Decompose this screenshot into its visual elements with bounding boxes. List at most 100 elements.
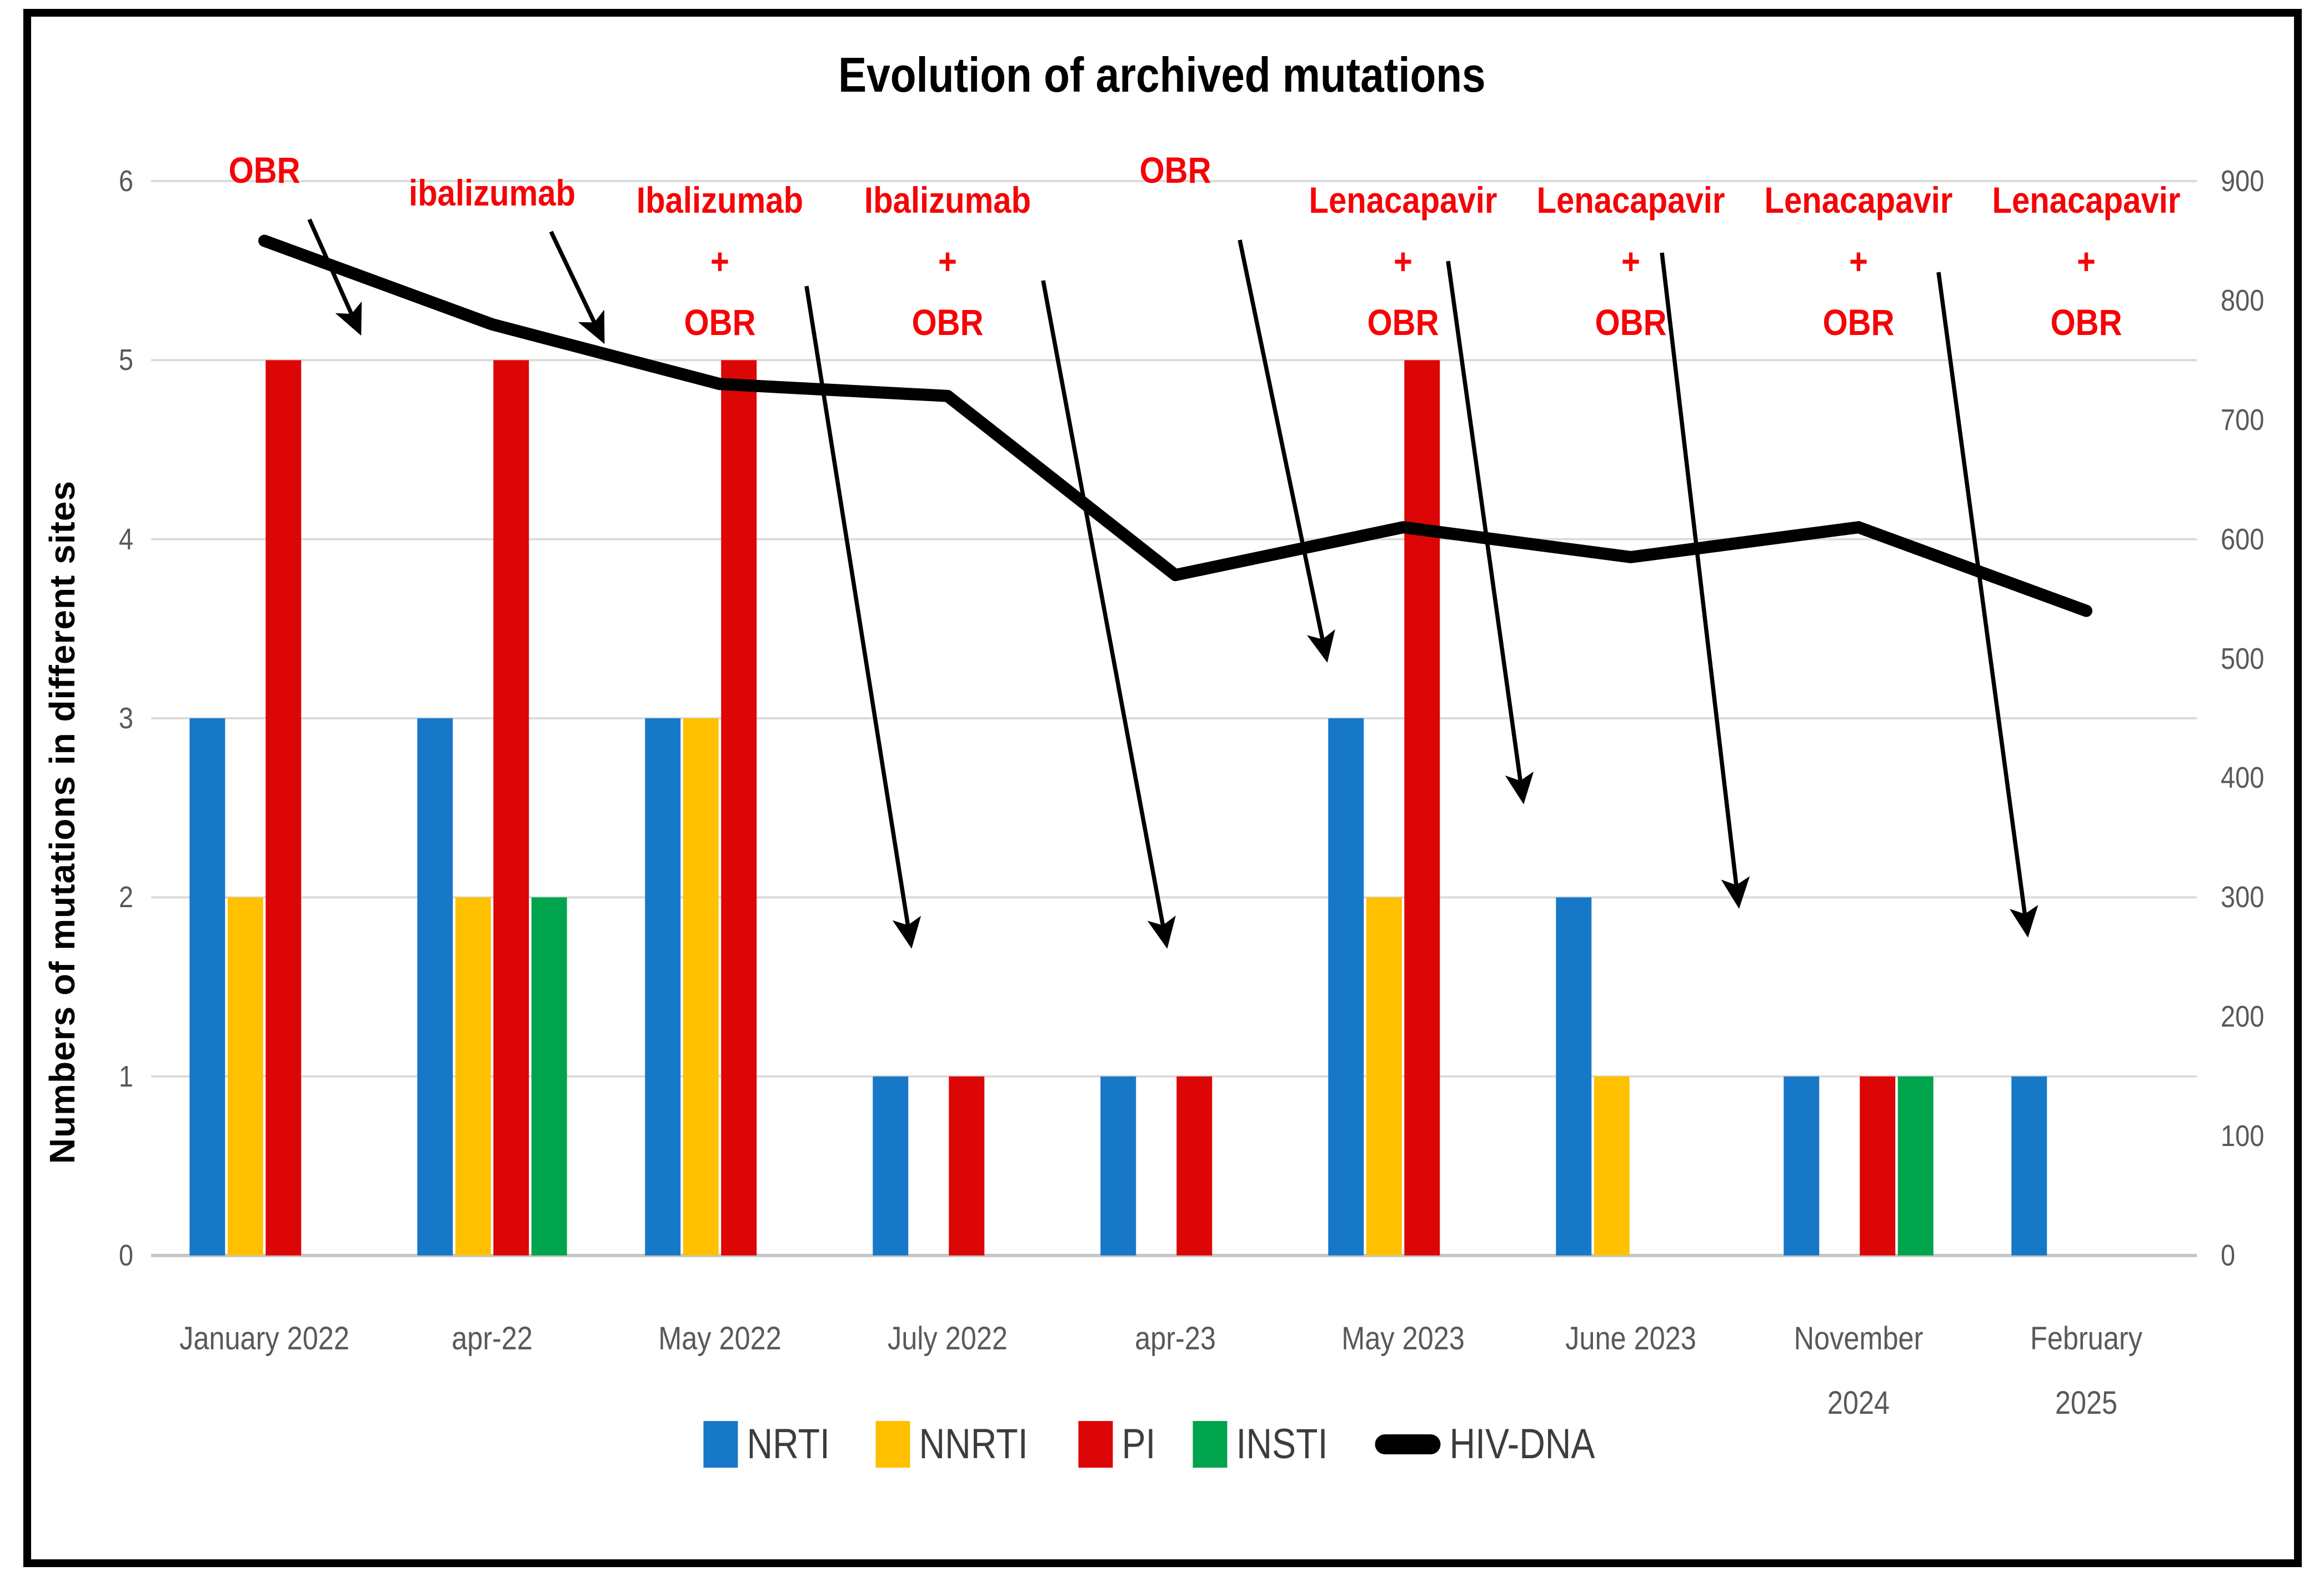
bar-nrti-3 bbox=[645, 718, 681, 1255]
left-tick-label: 6 bbox=[118, 164, 133, 198]
bar-pi-5 bbox=[1176, 1076, 1213, 1255]
bar-nrti-9 bbox=[2011, 1076, 2047, 1255]
left-tick-label: 1 bbox=[118, 1059, 133, 1093]
annotation-9-line-3: OBR bbox=[2050, 302, 2122, 343]
right-tick-100: 100 bbox=[2221, 1119, 2324, 1153]
annotation-7-line-3: OBR bbox=[1595, 302, 1667, 343]
bar-nrti-7 bbox=[1556, 897, 1592, 1255]
annotation-1-line-1: OBR bbox=[228, 149, 300, 191]
annotation-arrow-3 bbox=[804, 286, 921, 949]
left-tick-label: 3 bbox=[118, 702, 133, 735]
right-tick-0: 0 bbox=[2221, 1238, 2324, 1273]
legend-item-pi: PI bbox=[1078, 1420, 1161, 1468]
x-label-7: June 2023 bbox=[1556, 1307, 1706, 1371]
legend-label: PI bbox=[1121, 1420, 1156, 1468]
annotation-3-line-3: OBR bbox=[684, 302, 756, 343]
annotation-arrows bbox=[307, 218, 2038, 949]
left-tick-3: 3 bbox=[56, 701, 133, 736]
bar-nnrti-2 bbox=[455, 897, 491, 1255]
left-tick-label: 2 bbox=[118, 880, 133, 914]
right-tick-label: 300 bbox=[2221, 880, 2265, 914]
x-label-text: June 2023 bbox=[1565, 1320, 1696, 1357]
legend-swatch-icon bbox=[1078, 1420, 1113, 1468]
annotation-6-line-1: Lenacapavir bbox=[1309, 179, 1497, 221]
annotation-8-line-3: OBR bbox=[1822, 302, 1895, 343]
bar-nrti-2 bbox=[417, 718, 453, 1255]
bar-nrti-5 bbox=[1100, 1076, 1136, 1255]
left-tick-1: 1 bbox=[56, 1059, 133, 1094]
right-tick-label: 400 bbox=[2221, 761, 2265, 795]
x-label-8: November 2024 bbox=[1784, 1307, 1933, 1435]
bar-nrti-1 bbox=[189, 718, 226, 1255]
legend-label: INSTI bbox=[1236, 1420, 1328, 1468]
legend-label: NNRTI bbox=[919, 1420, 1028, 1468]
bar-pi-6 bbox=[1404, 360, 1440, 1256]
x-label-4: July 2022 bbox=[879, 1307, 1016, 1371]
right-tick-700: 700 bbox=[2221, 403, 2324, 437]
annotation-7-line-1: Lenacapavir bbox=[1536, 179, 1725, 221]
annotation-arrow-2 bbox=[549, 231, 605, 344]
hiv-dna-polyline bbox=[258, 234, 2092, 617]
bar-insti-8 bbox=[1897, 1076, 1934, 1255]
x-label-6: May 2023 bbox=[1333, 1307, 1474, 1371]
left-tick-2: 2 bbox=[56, 880, 133, 914]
annotation-4-line-3: OBR bbox=[911, 302, 984, 343]
legend-label: NRTI bbox=[747, 1420, 830, 1468]
annotation-4-line-2: + bbox=[938, 241, 957, 282]
x-label-text: January 2022 bbox=[179, 1320, 349, 1357]
right-tick-400: 400 bbox=[2221, 761, 2324, 795]
right-tick-label: 500 bbox=[2221, 642, 2265, 676]
x-label-3: May 2022 bbox=[649, 1307, 791, 1371]
left-tick-4: 4 bbox=[56, 522, 133, 557]
right-tick-label: 600 bbox=[2221, 522, 2265, 556]
annotation-8-line-1: Lenacapavir bbox=[1764, 179, 1953, 221]
x-label-text: November 2024 bbox=[1794, 1320, 1924, 1421]
annotation-arrow-4 bbox=[1041, 280, 1176, 949]
annotation-9-line-2: + bbox=[2077, 241, 2096, 282]
annotation-arrow-5 bbox=[1238, 239, 1335, 663]
legend-item-hiv-dna: HIV-DNA bbox=[1375, 1420, 1620, 1468]
annotation-6-line-3: OBR bbox=[1367, 302, 1439, 343]
right-tick-label: 200 bbox=[2221, 1000, 2265, 1034]
right-tick-300: 300 bbox=[2221, 880, 2324, 914]
annotation-2-line-1: ibalizumab bbox=[408, 172, 576, 213]
right-tick-900: 900 bbox=[2221, 164, 2324, 198]
x-label-text: July 2022 bbox=[887, 1320, 1008, 1357]
legend-label: HIV-DNA bbox=[1449, 1420, 1595, 1468]
annotation-arrow-8 bbox=[1936, 272, 2038, 938]
right-tick-500: 500 bbox=[2221, 642, 2324, 676]
left-tick-label: 5 bbox=[118, 343, 133, 377]
annotation-arrow-1 bbox=[307, 218, 362, 336]
bar-nnrti-3 bbox=[683, 718, 719, 1255]
legend-item-nnrti: NNRTI bbox=[875, 1420, 1047, 1468]
right-tick-label: 800 bbox=[2221, 283, 2265, 317]
annotation-4-line-1: Ibalizumab bbox=[864, 179, 1031, 221]
annotation-arrow-7 bbox=[1660, 252, 1750, 909]
bar-series bbox=[189, 360, 2047, 1256]
annotation-5-line-1: OBR bbox=[1139, 149, 1211, 191]
right-tick-label: 700 bbox=[2221, 403, 2265, 437]
annotation-9-line-1: Lenacapavir bbox=[1992, 179, 2181, 221]
right-tick-label: 0 bbox=[2221, 1239, 2236, 1272]
annotation-7-line-2: + bbox=[1621, 241, 1640, 282]
x-label-text: February 2025 bbox=[2030, 1320, 2142, 1421]
bar-nrti-8 bbox=[1784, 1076, 1820, 1255]
annotation-3-line-1: Ibalizumab bbox=[636, 179, 804, 221]
x-label-text: May 2023 bbox=[1341, 1320, 1465, 1357]
chart-title-text: Evolution of archived mutations bbox=[838, 47, 1486, 102]
bar-nnrti-6 bbox=[1366, 897, 1402, 1255]
x-label-text: apr-22 bbox=[452, 1320, 533, 1357]
bar-insti-2 bbox=[531, 897, 567, 1255]
legend-swatch-icon bbox=[703, 1420, 738, 1468]
left-tick-label: 4 bbox=[118, 522, 133, 556]
legend-swatch-icon bbox=[875, 1420, 910, 1468]
legend-line-icon bbox=[1375, 1434, 1441, 1454]
left-tick-0: 0 bbox=[56, 1238, 133, 1273]
x-label-text: apr-23 bbox=[1135, 1320, 1216, 1357]
hiv-dna-line bbox=[258, 234, 2092, 617]
bar-nrti-4 bbox=[873, 1076, 909, 1255]
bar-pi-4 bbox=[949, 1076, 985, 1255]
right-tick-800: 800 bbox=[2221, 283, 2324, 318]
